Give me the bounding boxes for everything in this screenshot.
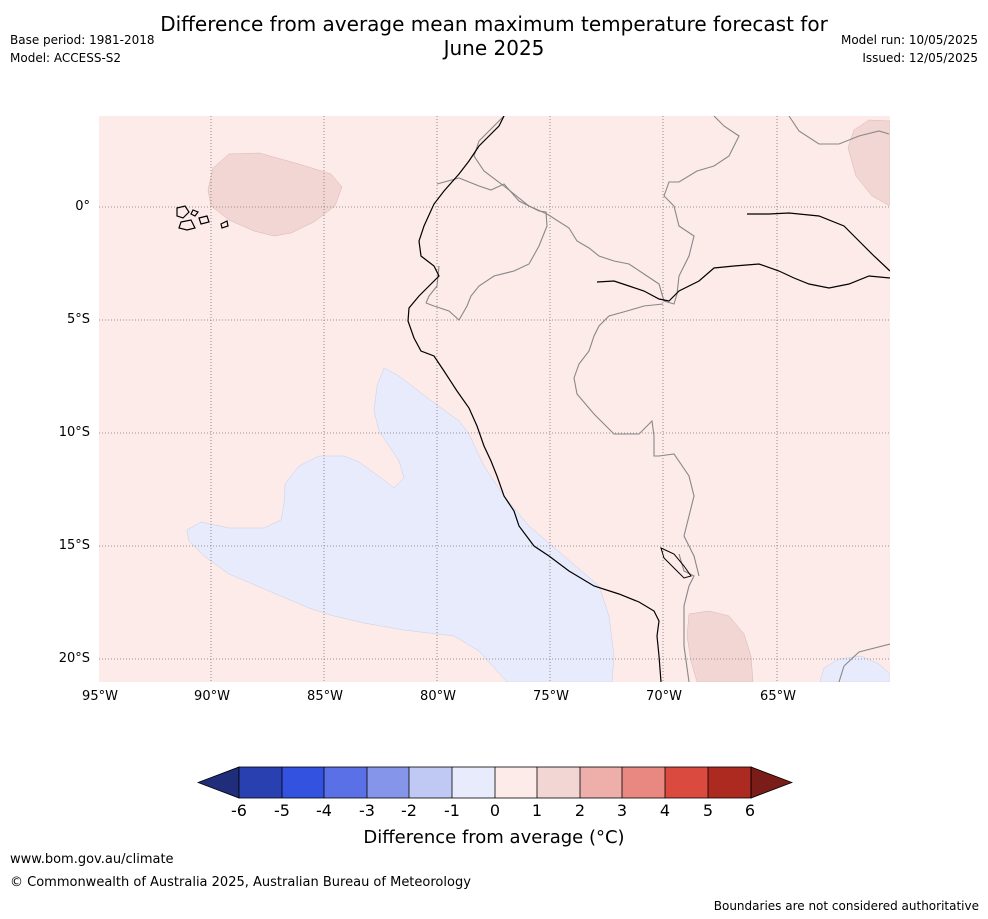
colorbar-bin-minus4 xyxy=(324,767,367,798)
colorbar-bin-minus5 xyxy=(282,767,324,798)
river-negro xyxy=(747,212,890,272)
meta-left: Base period: 1981-2018 Model: ACCESS-S2 xyxy=(10,31,155,67)
colorbar-title: Difference from average (°C) xyxy=(363,827,625,848)
lat-label-0: 0° xyxy=(75,199,90,214)
border-peru-bolivia xyxy=(678,553,695,682)
colorbar-bin-minus2 xyxy=(409,767,452,798)
colorbar-bin-minus6 xyxy=(239,767,282,798)
model-name: Model: ACCESS-S2 xyxy=(10,51,122,65)
colorbar-tick: -1 xyxy=(444,801,460,820)
colorbar-extend-high xyxy=(750,766,793,799)
colorbar-tick: -6 xyxy=(231,801,247,820)
colorbar-bin-0 xyxy=(495,767,537,798)
base-period: Base period: 1981-2018 xyxy=(10,33,155,47)
colorbar-bin-5 xyxy=(708,767,751,798)
colorbar-tick: 2 xyxy=(574,801,586,820)
coast-pacific-south-america xyxy=(407,116,662,682)
graticule xyxy=(99,116,890,682)
model-run: Model run: 10/05/2025 xyxy=(840,33,978,47)
lon-label-75w: 75°W xyxy=(533,689,569,704)
colorbar-tick: 5 xyxy=(702,801,714,820)
colorbar-tick: 0 xyxy=(489,801,501,820)
lon-label-70w: 70°W xyxy=(646,689,682,704)
warm-region-galapagos xyxy=(207,152,343,237)
colorbar-bin-minus3 xyxy=(367,767,409,798)
colorbar-tick: -4 xyxy=(316,801,332,820)
colorbar-tick: -5 xyxy=(274,801,290,820)
colorbar-tick: 4 xyxy=(659,801,671,820)
footer-url: www.bom.gov.au/climate xyxy=(10,852,174,867)
coast-galapagos-4 xyxy=(190,209,199,217)
footer-disclaimer: Boundaries are not considered authoritat… xyxy=(713,899,979,913)
warm-region-south xyxy=(686,610,754,682)
coast-galapagos-3 xyxy=(198,215,210,225)
colorbar-outline xyxy=(238,766,752,799)
title-line-1: Difference from average mean maximum tem… xyxy=(160,12,828,36)
colorbar xyxy=(197,766,793,799)
colorbar-dividers xyxy=(281,767,709,798)
colorbar-bin-1 xyxy=(537,767,580,798)
border-ecuador-peru xyxy=(425,265,440,304)
map-title: Difference from average mean maximum tem… xyxy=(0,12,988,60)
meta-right: Model run: 10/05/2025 Issued: 12/05/2025 xyxy=(841,31,978,67)
forecast-map xyxy=(99,116,890,682)
colorbar-tick: 1 xyxy=(531,801,543,820)
title-line-2: June 2025 xyxy=(443,36,545,60)
footer-copyright: © Commonwealth of Australia 2025, Austra… xyxy=(10,875,471,890)
cool-region-southeast xyxy=(819,655,890,682)
lat-label-15s: 15°S xyxy=(58,538,90,553)
issued-date: Issued: 12/05/2025 xyxy=(862,51,978,65)
lake-titicaca xyxy=(660,547,692,579)
colorbar-bin-minus1 xyxy=(452,767,495,798)
coast-galapagos-1 xyxy=(176,205,190,219)
colorbar-tick: 6 xyxy=(744,801,756,820)
lon-label-85w: 85°W xyxy=(307,689,343,704)
coast-galapagos-5 xyxy=(220,220,229,229)
colorbar-bin-3 xyxy=(622,767,665,798)
border-colombia-venezuela xyxy=(473,116,740,305)
lon-label-80w: 80°W xyxy=(420,689,456,704)
colorbar-tick: -3 xyxy=(359,801,375,820)
border-brazil-north xyxy=(788,116,890,145)
lat-label-5s: 5°S xyxy=(66,312,90,327)
river-amazon xyxy=(596,263,890,302)
colorbar-tick: 3 xyxy=(616,801,628,820)
lat-label-20s: 20°S xyxy=(58,651,90,666)
border-peru-brazil xyxy=(573,303,700,577)
country-borders xyxy=(426,116,890,682)
lat-label-10s: 10°S xyxy=(58,425,90,440)
colorbar-bin-2 xyxy=(580,767,622,798)
border-southeast xyxy=(838,643,890,682)
warm-region-northeast xyxy=(847,119,890,207)
colorbar-extend-low xyxy=(197,766,240,799)
cool-region-pacific xyxy=(186,367,615,682)
lon-label-65w: 65°W xyxy=(760,689,796,704)
colorbar-tick: -2 xyxy=(401,801,417,820)
coast-galapagos-2 xyxy=(178,219,196,231)
lon-label-95w: 95°W xyxy=(82,689,118,704)
colorbar-bin-4 xyxy=(665,767,708,798)
lon-label-90w: 90°W xyxy=(194,689,230,704)
border-colombia-ecuador xyxy=(425,177,548,321)
coastlines xyxy=(176,116,890,682)
